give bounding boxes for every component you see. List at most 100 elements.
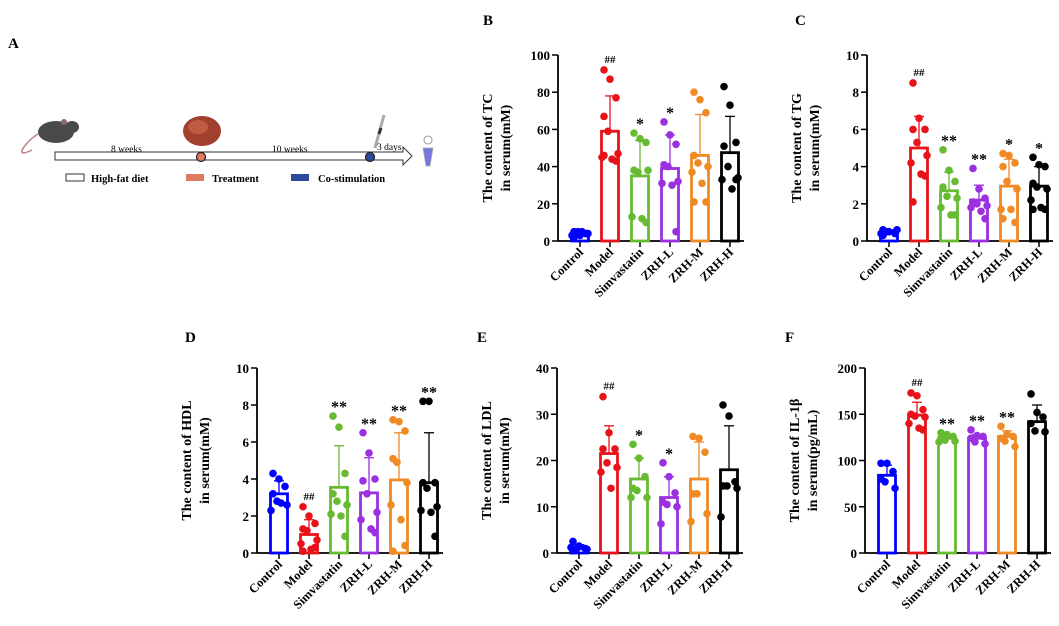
y-tick-label: 6 [853,122,860,137]
data-point [945,166,953,175]
data-point [913,391,921,400]
data-point [999,149,1007,158]
significance-label: ** [941,133,957,150]
data-point [642,218,650,227]
y-tick-label: 10 [236,361,249,376]
data-point [690,198,698,206]
data-point [703,509,711,518]
y-tick-label: 40 [536,361,549,376]
data-point [671,489,679,497]
bar-zrh-m [690,154,710,243]
data-point [733,484,741,493]
data-point [633,486,641,495]
data-point [666,131,674,139]
bar-model [599,452,619,555]
data-point [1041,428,1049,436]
data-point [943,192,951,201]
panel-letter: B [483,13,493,29]
y-tick-label: 200 [838,361,858,376]
data-point [359,477,367,485]
data-point [694,159,702,167]
chart-panel-f: F The content of IL-1β in serum(pg/mL) 0 50 1… [785,330,1051,612]
y-axis-label: The content of LDL [480,401,495,520]
data-point [1001,437,1009,445]
data-point [1039,413,1047,421]
data-point [569,537,577,546]
data-point [311,519,319,528]
y-axis-label: in serum(mM) [808,104,823,191]
data-point [1041,162,1049,171]
data-point [689,432,697,441]
data-point [668,181,676,189]
data-point [701,448,709,456]
data-point [341,532,349,541]
data-point [597,468,605,476]
data-point [672,227,680,236]
data-point [603,459,611,467]
significance-label: * [1035,140,1043,157]
panel-a-timeline: A 8 weeks 10 weeks 3 days High-fat diet … [8,36,434,185]
significance-label: ## [912,377,924,389]
bar-zrh-l [359,491,379,555]
data-point [893,226,901,234]
bar-simvastatin [329,485,349,555]
data-point [335,423,343,432]
tube-icon [422,135,434,167]
data-point [311,543,319,552]
data-point [299,502,307,511]
chart-panel-d: D The content of HDL in serum(mM) 0 2 4 6 8 10 Co… [180,330,443,612]
data-point [628,213,636,221]
data-point [939,183,947,191]
interval-label-1: 8 weeks [111,145,142,155]
data-point [423,484,431,493]
data-point [997,205,1005,214]
bar-zrh-h [720,151,740,243]
data-point [725,412,733,420]
y-axis-label: in serum(mM) [198,417,213,504]
y-tick-label: 0 [243,546,250,561]
data-point [341,469,349,478]
data-point [1041,205,1049,214]
y-axis-label: The content of TG [790,93,805,203]
bar-model [909,146,929,243]
y-tick-label: 0 [543,546,550,561]
data-point [937,203,945,212]
data-point [935,438,943,446]
y-tick-label: 80 [537,85,550,100]
bar-simvastatin [629,477,649,555]
data-point [604,127,612,136]
data-point [641,472,649,481]
significance-label: ## [605,54,617,66]
treatment-pellets-icon [183,116,221,146]
panel-letter: D [185,330,196,346]
y-tick-label: 0 [851,546,858,561]
data-point [281,482,289,491]
data-point [877,459,885,468]
y-tick-label: 100 [531,48,551,63]
y-tick-label: 0 [853,234,860,249]
data-point [643,493,651,502]
data-point [695,434,703,443]
data-point [702,108,710,117]
y-tick-label: 50 [844,500,857,515]
data-point [1043,185,1051,193]
data-point [973,200,981,208]
data-point [664,162,672,171]
data-point [665,472,673,481]
data-point [883,227,891,236]
data-point [663,500,671,509]
interval-label-2: 10 weeks [272,145,308,155]
data-point [971,438,979,446]
data-point [1009,432,1017,441]
data-point [951,437,959,445]
data-point [612,93,620,102]
data-point [696,95,704,104]
data-point [329,412,337,420]
significance-label: ## [914,67,926,79]
data-point [600,151,608,160]
bar-zrh-h [1027,420,1047,555]
data-point [659,459,667,467]
data-point [905,419,913,428]
data-point [417,506,425,515]
data-point [583,545,591,554]
